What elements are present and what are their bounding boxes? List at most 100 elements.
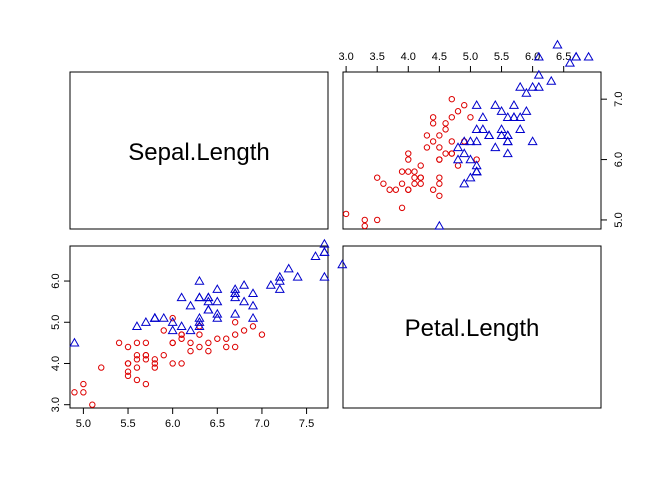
data-point — [527, 81, 538, 91]
data-point — [194, 317, 205, 326]
data-point — [178, 331, 185, 338]
data-point — [448, 138, 455, 145]
variable-label-sepal-length: Sepal.Length — [128, 139, 269, 166]
petal-length-top-tick-label: 5.5 — [494, 51, 509, 63]
data-point — [442, 126, 449, 133]
data-point — [158, 312, 169, 322]
data-point — [448, 150, 455, 157]
data-point — [405, 156, 412, 163]
data-point — [149, 312, 160, 322]
data-point — [484, 130, 495, 140]
data-point — [151, 356, 159, 363]
data-point — [169, 314, 176, 322]
data-point — [436, 174, 443, 181]
data-point — [533, 81, 544, 91]
data-point — [212, 308, 223, 318]
data-point — [521, 87, 532, 97]
data-point — [131, 321, 143, 331]
data-point — [151, 364, 159, 371]
data-point — [71, 389, 78, 396]
data-point — [417, 174, 424, 181]
data-point — [490, 142, 501, 152]
data-point — [231, 331, 239, 338]
data-point — [459, 148, 470, 158]
data-point — [496, 130, 507, 140]
sepal-length-right-tick-label: 6.0 — [613, 152, 625, 167]
points-bottom-left — [69, 238, 348, 408]
data-point — [461, 102, 468, 109]
data-point — [212, 284, 223, 293]
data-point — [448, 95, 455, 103]
data-point — [223, 335, 230, 342]
data-point — [452, 142, 464, 152]
petal-length-left-tick-label: 3.0 — [50, 397, 62, 412]
data-point — [471, 100, 482, 109]
petal-length-top-tick-label: 4.5 — [432, 51, 447, 63]
data-point — [214, 335, 221, 342]
data-point — [552, 39, 563, 49]
data-point — [205, 339, 212, 347]
data-point — [442, 150, 449, 157]
data-point — [417, 162, 424, 169]
data-point — [203, 304, 214, 314]
data-point — [223, 343, 230, 351]
data-point — [405, 186, 412, 193]
data-point — [436, 192, 443, 199]
data-point — [292, 271, 303, 281]
sepal-length-bottom-tick-label: 6.5 — [210, 418, 225, 430]
data-point — [521, 106, 532, 115]
data-point — [417, 180, 424, 187]
data-point — [405, 150, 412, 157]
data-point — [429, 138, 437, 145]
data-point — [212, 296, 223, 306]
data-point — [133, 352, 141, 359]
data-point — [187, 347, 194, 355]
data-point — [124, 368, 132, 375]
data-point — [240, 327, 248, 334]
data-point — [142, 339, 150, 347]
data-point — [571, 51, 582, 61]
data-point — [176, 321, 187, 331]
data-point — [230, 308, 241, 318]
data-point — [319, 271, 330, 281]
data-point — [527, 136, 538, 146]
data-point — [203, 292, 214, 302]
data-point — [471, 160, 482, 170]
data-point — [454, 162, 462, 169]
data-point — [496, 124, 507, 134]
data-point — [490, 100, 501, 109]
data-point — [160, 352, 167, 359]
sepal-length-bottom-tick-label: 7.5 — [299, 418, 314, 430]
data-point — [373, 216, 381, 224]
data-point — [571, 51, 582, 61]
data-point — [502, 148, 513, 158]
data-point — [436, 180, 443, 187]
data-point — [133, 364, 141, 371]
data-point — [124, 372, 132, 380]
data-point — [583, 51, 594, 61]
data-point — [319, 246, 330, 256]
data-point — [405, 168, 412, 175]
data-point — [247, 288, 259, 298]
data-point — [133, 339, 141, 347]
data-point — [442, 120, 449, 127]
data-point — [502, 130, 513, 140]
data-point — [454, 108, 462, 115]
data-point — [459, 178, 470, 188]
data-point — [185, 325, 196, 335]
data-point — [187, 339, 194, 347]
data-point — [247, 300, 259, 310]
data-point — [337, 259, 348, 269]
data-point — [533, 51, 544, 61]
panel-frame-top-right — [342, 71, 602, 230]
data-point — [142, 380, 150, 388]
data-point — [140, 317, 151, 326]
data-point — [423, 132, 431, 139]
axes: 3.0 3.5 4.0 4.5 5.0 5.5 6.0 6.5 5.0 6.0 7.0 5.0 5.5 6… — [50, 51, 625, 430]
data-point — [436, 156, 443, 163]
data-point — [398, 204, 406, 212]
petal-length-left-tick-label: 5.0 — [50, 315, 62, 330]
data-point — [411, 174, 418, 181]
data-point — [194, 312, 205, 322]
